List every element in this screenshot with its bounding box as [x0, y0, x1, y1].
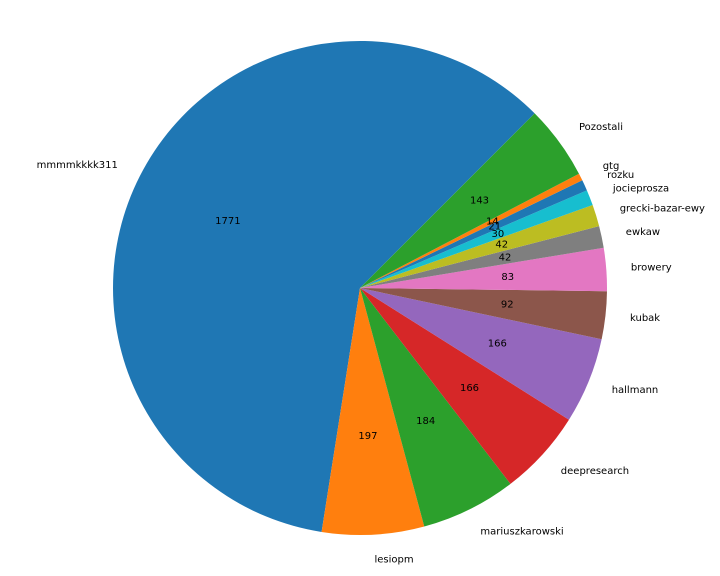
pie-label-lesiopm: lesiopm — [375, 554, 414, 565]
pie-label-jocieprosza: jocieprosza — [612, 184, 669, 195]
pie-slice-pozostali — [360, 113, 579, 288]
pie-label-kubak: kubak — [630, 313, 660, 324]
pie-value-mmmmkkkk311: 1771 — [215, 216, 240, 227]
pie-label-mariuszkarowski: mariuszkarowski — [480, 527, 563, 538]
pie-label-deepresearch: deepresearch — [561, 466, 629, 477]
pie-value-hallmann: 166 — [488, 339, 507, 350]
pie-label-browery: browery — [631, 263, 672, 274]
pie-slice-rozku — [360, 180, 587, 288]
pie-slice-lesiopm — [321, 288, 425, 535]
pie-value-grecki-bazar-ewy: 42 — [495, 240, 508, 251]
pie-slice-mmmmkkkk311 — [113, 40, 535, 532]
pie-slices — [113, 40, 608, 535]
pie-label-hallmann: hallmann — [612, 385, 659, 396]
pie-value-pozostali: 143 — [470, 195, 489, 206]
pie-value-kubak: 92 — [501, 299, 514, 310]
pie-value-rozku: 21 — [488, 221, 501, 232]
pie-category-labels: mmmmkkkk311 lesiopm mariuszkarowski deepres… — [37, 122, 705, 565]
pie-value-gtg: 14 — [486, 216, 499, 227]
pie-label-grecki-bazar-ewy: grecki-bazar-ewy — [620, 203, 705, 214]
pie-slice-ewkaw — [360, 226, 604, 288]
pie-slice-hallmann — [360, 288, 602, 420]
pie-value-lesiopm: 197 — [358, 431, 377, 442]
pie-label-pozostali: Pozostali — [579, 122, 623, 133]
pie-slice-gtg — [360, 173, 583, 288]
pie-value-mariuszkarowski: 184 — [416, 416, 435, 427]
pie-slice-kubak — [360, 288, 607, 340]
pie-value-deepresearch: 166 — [460, 383, 479, 394]
pie-slice-deepresearch — [360, 288, 569, 484]
pie-slice-browery — [360, 247, 608, 292]
pie-slice-jocieprosza — [360, 190, 593, 288]
pie-label-mmmmkkkk311: mmmmkkkk311 — [37, 160, 118, 171]
pie-value-browery: 83 — [501, 272, 514, 283]
pie-slice-grecki-bazar-ewy — [360, 205, 600, 288]
pie-label-ewkaw: ewkaw — [626, 227, 660, 238]
pie-value-jocieprosza: 30 — [492, 229, 505, 240]
pie-slice-mariuszkarowski — [360, 288, 511, 527]
pie-label-rozku: rozku — [607, 170, 634, 181]
pie-label-gtg: gtg — [603, 161, 620, 172]
pie-value-ewkaw: 42 — [499, 252, 512, 263]
